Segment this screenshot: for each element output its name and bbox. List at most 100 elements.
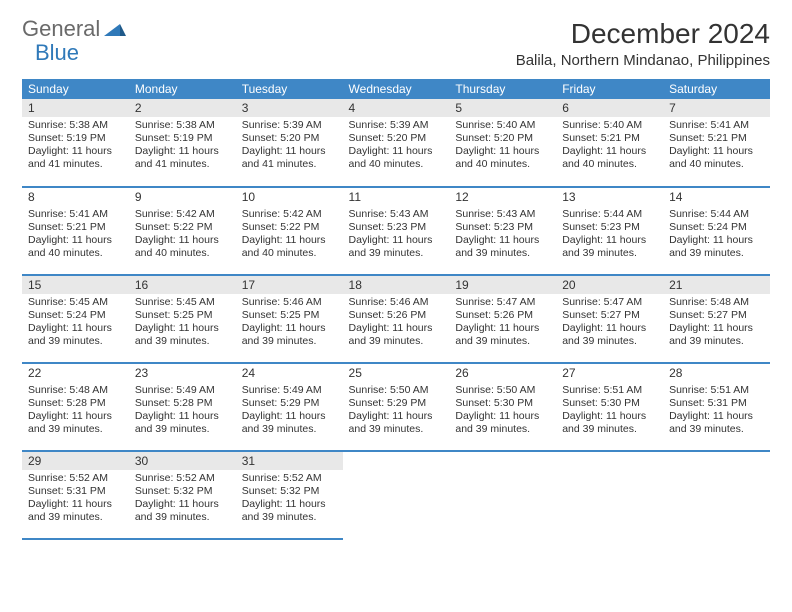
sunset-text: Sunset: 5:31 PM <box>28 485 123 498</box>
day-number: 25 <box>343 364 450 382</box>
daylight-text-1: Daylight: 11 hours <box>669 145 764 158</box>
day-number: 26 <box>449 364 556 382</box>
calendar-cell: 31Sunrise: 5:52 AMSunset: 5:32 PMDayligh… <box>236 451 343 539</box>
calendar-cell: 19Sunrise: 5:47 AMSunset: 5:26 PMDayligh… <box>449 275 556 363</box>
day-details: Sunrise: 5:39 AMSunset: 5:20 PMDaylight:… <box>343 117 450 176</box>
day-details: Sunrise: 5:44 AMSunset: 5:24 PMDaylight:… <box>663 206 770 265</box>
day-number: 9 <box>129 188 236 206</box>
daylight-text-2: and 40 minutes. <box>669 158 764 171</box>
sunrise-text: Sunrise: 5:38 AM <box>28 119 123 132</box>
calendar-cell: 7Sunrise: 5:41 AMSunset: 5:21 PMDaylight… <box>663 99 770 187</box>
location-subtitle: Balila, Northern Mindanao, Philippines <box>22 52 770 69</box>
sunset-text: Sunset: 5:24 PM <box>669 221 764 234</box>
sunset-text: Sunset: 5:21 PM <box>28 221 123 234</box>
daylight-text-1: Daylight: 11 hours <box>135 145 230 158</box>
sunrise-text: Sunrise: 5:47 AM <box>455 296 550 309</box>
daylight-text-1: Daylight: 11 hours <box>28 410 123 423</box>
daylight-text-2: and 39 minutes. <box>28 511 123 524</box>
daylight-text-2: and 39 minutes. <box>455 247 550 260</box>
daylight-text-1: Daylight: 11 hours <box>28 322 123 335</box>
daylight-text-2: and 39 minutes. <box>562 423 657 436</box>
calendar-cell: 1Sunrise: 5:38 AMSunset: 5:19 PMDaylight… <box>22 99 129 187</box>
calendar-row: 1Sunrise: 5:38 AMSunset: 5:19 PMDaylight… <box>22 99 770 187</box>
day-details: Sunrise: 5:50 AMSunset: 5:30 PMDaylight:… <box>449 382 556 441</box>
day-header: Sunday <box>22 79 129 99</box>
day-details: Sunrise: 5:39 AMSunset: 5:20 PMDaylight:… <box>236 117 343 176</box>
sunrise-text: Sunrise: 5:43 AM <box>349 208 444 221</box>
calendar-cell <box>449 451 556 539</box>
day-details: Sunrise: 5:51 AMSunset: 5:30 PMDaylight:… <box>556 382 663 441</box>
calendar-cell: 9Sunrise: 5:42 AMSunset: 5:22 PMDaylight… <box>129 187 236 275</box>
daylight-text-2: and 40 minutes. <box>562 158 657 171</box>
calendar-cell: 10Sunrise: 5:42 AMSunset: 5:22 PMDayligh… <box>236 187 343 275</box>
day-number: 3 <box>236 99 343 117</box>
daylight-text-2: and 41 minutes. <box>28 158 123 171</box>
daylight-text-2: and 39 minutes. <box>242 423 337 436</box>
daylight-text-1: Daylight: 11 hours <box>562 322 657 335</box>
daylight-text-1: Daylight: 11 hours <box>669 234 764 247</box>
day-number: 30 <box>129 452 236 470</box>
daylight-text-1: Daylight: 11 hours <box>562 410 657 423</box>
day-number: 1 <box>22 99 129 117</box>
daylight-text-2: and 39 minutes. <box>669 247 764 260</box>
day-details: Sunrise: 5:40 AMSunset: 5:21 PMDaylight:… <box>556 117 663 176</box>
sunset-text: Sunset: 5:22 PM <box>242 221 337 234</box>
daylight-text-1: Daylight: 11 hours <box>455 234 550 247</box>
calendar-cell: 21Sunrise: 5:48 AMSunset: 5:27 PMDayligh… <box>663 275 770 363</box>
daylight-text-1: Daylight: 11 hours <box>349 145 444 158</box>
daylight-text-1: Daylight: 11 hours <box>562 234 657 247</box>
day-header: Monday <box>129 79 236 99</box>
calendar-cell: 20Sunrise: 5:47 AMSunset: 5:27 PMDayligh… <box>556 275 663 363</box>
daylight-text-1: Daylight: 11 hours <box>28 234 123 247</box>
day-number: 16 <box>129 276 236 294</box>
daylight-text-2: and 39 minutes. <box>28 423 123 436</box>
calendar-cell: 13Sunrise: 5:44 AMSunset: 5:23 PMDayligh… <box>556 187 663 275</box>
logo-text-general: General <box>22 18 100 40</box>
sunset-text: Sunset: 5:21 PM <box>669 132 764 145</box>
calendar-cell: 8Sunrise: 5:41 AMSunset: 5:21 PMDaylight… <box>22 187 129 275</box>
daylight-text-2: and 39 minutes. <box>669 423 764 436</box>
sunrise-text: Sunrise: 5:52 AM <box>135 472 230 485</box>
daylight-text-2: and 40 minutes. <box>28 247 123 260</box>
day-details: Sunrise: 5:52 AMSunset: 5:32 PMDaylight:… <box>236 470 343 529</box>
daylight-text-1: Daylight: 11 hours <box>349 410 444 423</box>
sunset-text: Sunset: 5:25 PM <box>242 309 337 322</box>
day-details: Sunrise: 5:48 AMSunset: 5:28 PMDaylight:… <box>22 382 129 441</box>
day-details: Sunrise: 5:45 AMSunset: 5:25 PMDaylight:… <box>129 294 236 353</box>
daylight-text-1: Daylight: 11 hours <box>242 410 337 423</box>
sunrise-text: Sunrise: 5:43 AM <box>455 208 550 221</box>
logo: General <box>22 18 126 40</box>
sunset-text: Sunset: 5:23 PM <box>562 221 657 234</box>
day-details: Sunrise: 5:46 AMSunset: 5:25 PMDaylight:… <box>236 294 343 353</box>
sunset-text: Sunset: 5:29 PM <box>242 397 337 410</box>
sunrise-text: Sunrise: 5:38 AM <box>135 119 230 132</box>
sunrise-text: Sunrise: 5:40 AM <box>562 119 657 132</box>
calendar-row: 29Sunrise: 5:52 AMSunset: 5:31 PMDayligh… <box>22 451 770 539</box>
calendar-row: 15Sunrise: 5:45 AMSunset: 5:24 PMDayligh… <box>22 275 770 363</box>
calendar-cell: 12Sunrise: 5:43 AMSunset: 5:23 PMDayligh… <box>449 187 556 275</box>
day-details: Sunrise: 5:43 AMSunset: 5:23 PMDaylight:… <box>343 206 450 265</box>
day-number: 23 <box>129 364 236 382</box>
day-number: 27 <box>556 364 663 382</box>
day-details: Sunrise: 5:48 AMSunset: 5:27 PMDaylight:… <box>663 294 770 353</box>
sunrise-text: Sunrise: 5:52 AM <box>242 472 337 485</box>
calendar-cell: 14Sunrise: 5:44 AMSunset: 5:24 PMDayligh… <box>663 187 770 275</box>
daylight-text-1: Daylight: 11 hours <box>242 234 337 247</box>
sunset-text: Sunset: 5:26 PM <box>349 309 444 322</box>
header-row: General December 2024 <box>22 18 770 50</box>
sunrise-text: Sunrise: 5:40 AM <box>455 119 550 132</box>
sunrise-text: Sunrise: 5:51 AM <box>562 384 657 397</box>
sunrise-text: Sunrise: 5:39 AM <box>349 119 444 132</box>
calendar-cell: 18Sunrise: 5:46 AMSunset: 5:26 PMDayligh… <box>343 275 450 363</box>
sunrise-text: Sunrise: 5:50 AM <box>349 384 444 397</box>
day-number: 18 <box>343 276 450 294</box>
day-number: 21 <box>663 276 770 294</box>
calendar-cell <box>343 451 450 539</box>
sunset-text: Sunset: 5:27 PM <box>669 309 764 322</box>
sunrise-text: Sunrise: 5:48 AM <box>669 296 764 309</box>
sunset-text: Sunset: 5:30 PM <box>455 397 550 410</box>
day-details: Sunrise: 5:50 AMSunset: 5:29 PMDaylight:… <box>343 382 450 441</box>
day-number: 2 <box>129 99 236 117</box>
daylight-text-1: Daylight: 11 hours <box>669 322 764 335</box>
daylight-text-1: Daylight: 11 hours <box>135 498 230 511</box>
